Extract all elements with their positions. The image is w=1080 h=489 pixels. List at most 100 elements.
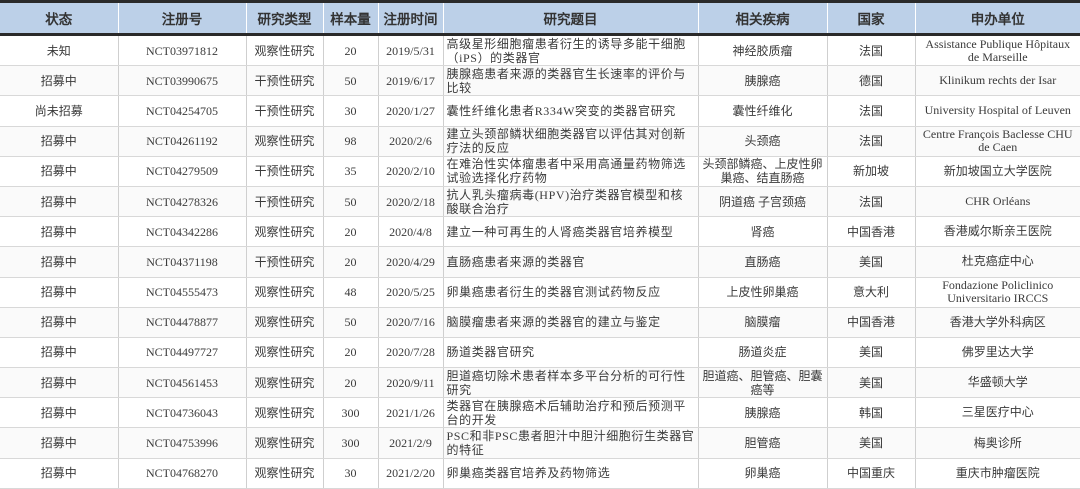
cell-status: 招募中: [0, 126, 118, 157]
cell-sample-size: 30: [322, 95, 378, 127]
cell-sponsor: 华盛顿大学: [914, 367, 1080, 399]
cell-sample-size: 20: [322, 34, 378, 67]
cell-status: 招募中: [0, 307, 118, 338]
cell-registration-date: 2020/7/16: [377, 307, 443, 338]
cell-study-title: 肠道类器官研究: [442, 337, 698, 369]
cell-sample-size: 300: [322, 397, 378, 429]
cell-study-type: 观察性研究: [245, 34, 323, 67]
cell-country: 法国: [826, 95, 915, 127]
cell-study-title: 胆道癌切除术患者样本多平台分析的可行性研究: [442, 367, 698, 399]
cell-country: 美国: [826, 427, 915, 459]
table-row: 招募中 NCT04279509 干预性研究 35 2020/2/10 在难治性实体瘤患者中…: [0, 156, 1080, 187]
table-row: 招募中 NCT04261192 观察性研究 98 2020/2/6 建立头颈部鳞状细胞类器…: [0, 126, 1080, 157]
cell-disease: 卵巢癌: [697, 458, 827, 489]
cell-study-type: 干预性研究: [245, 186, 323, 218]
cell-registration-id: NCT04278326: [117, 186, 246, 218]
table-row: 招募中 NCT04753996 观察性研究 300 2021/2/9 PSC和非PSC患者…: [0, 427, 1080, 459]
cell-sample-size: 48: [322, 277, 378, 308]
table-row: 招募中 NCT04371198 干预性研究 20 2020/4/29 直肠癌患者来源的类器…: [0, 246, 1080, 278]
cell-status: 招募中: [0, 367, 118, 399]
table-row: 招募中 NCT03990675 干预性研究 50 2019/6/17 胰腺癌患者来源的类器…: [0, 65, 1080, 97]
cell-sponsor: Centre François Baclesse CHU de Caen: [914, 126, 1080, 157]
cell-registration-id: NCT03990675: [117, 65, 246, 97]
cell-study-title: 囊性纤维化患者R334W突变的类器官研究: [442, 95, 698, 127]
cell-sample-size: 30: [322, 458, 378, 489]
cell-sponsor: Fondazione Policlinico Universitario IRC…: [914, 277, 1080, 308]
cell-disease: 阴道癌 子宫颈癌: [697, 186, 827, 218]
cell-status: 招募中: [0, 216, 118, 248]
cell-disease: 头颈癌: [697, 126, 827, 157]
table-row: 招募中 NCT04561453 观察性研究 20 2020/9/11 胆道癌切除术患者样本…: [0, 367, 1080, 399]
cell-study-title: 卵巢癌患者衍生的类器官测试药物反应: [442, 277, 698, 308]
cell-registration-id: NCT04342286: [117, 216, 246, 248]
cell-status: 尚未招募: [0, 95, 118, 127]
cell-registration-id: NCT04561453: [117, 367, 246, 399]
cell-country: 中国香港: [826, 307, 915, 338]
cell-registration-id: NCT04753996: [117, 427, 246, 459]
cell-registration-id: NCT04254705: [117, 95, 246, 127]
cell-study-title: 在难治性实体瘤患者中采用高通量药物筛选试验选择化疗药物: [442, 156, 698, 187]
cell-study-type: 干预性研究: [245, 156, 323, 187]
header-status: 状态: [0, 1, 118, 36]
cell-disease: 胆道癌、胆管癌、胆囊癌等: [697, 367, 827, 399]
cell-sponsor: Assistance Publique Hôpitaux de Marseill…: [914, 34, 1080, 67]
cell-sponsor: Klinikum rechts der Isar: [914, 65, 1080, 97]
cell-study-type: 干预性研究: [245, 95, 323, 127]
cell-sponsor: 梅奥诊所: [914, 427, 1080, 459]
cell-country: 美国: [826, 367, 915, 399]
cell-status: 招募中: [0, 246, 118, 278]
cell-country: 美国: [826, 246, 915, 278]
cell-study-title: PSC和非PSC患者胆汁中胆汁细胞衍生类器官的特征: [442, 427, 698, 459]
cell-registration-id: NCT04768270: [117, 458, 246, 489]
cell-country: 中国重庆: [826, 458, 915, 489]
table-row: 招募中 NCT04736043 观察性研究 300 2021/1/26 类器官在胰腺癌术后…: [0, 397, 1080, 429]
cell-registration-id: NCT04279509: [117, 156, 246, 187]
cell-study-type: 观察性研究: [245, 397, 323, 429]
cell-disease: 胰腺癌: [697, 397, 827, 429]
cell-study-type: 干预性研究: [245, 246, 323, 278]
table-row: 未知 NCT03971812 观察性研究 20 2019/5/31 高级星形细胞瘤患者衍生…: [0, 34, 1080, 67]
cell-sponsor: 香港大学外科病区: [914, 307, 1080, 338]
cell-disease: 上皮性卵巢癌: [697, 277, 827, 308]
cell-registration-date: 2020/4/8: [377, 216, 443, 248]
cell-study-type: 观察性研究: [245, 216, 323, 248]
cell-country: 美国: [826, 337, 915, 369]
cell-sample-size: 20: [322, 216, 378, 248]
table-row: 招募中 NCT04478877 观察性研究 50 2020/7/16 脑膜瘤患者来源的类器…: [0, 307, 1080, 338]
cell-sample-size: 20: [322, 246, 378, 278]
cell-sponsor: 杜克癌症中心: [914, 246, 1080, 278]
table-row: 招募中 NCT04555473 观察性研究 48 2020/5/25 卵巢癌患者衍生的类器…: [0, 277, 1080, 308]
cell-study-title: 直肠癌患者来源的类器官: [442, 246, 698, 278]
cell-registration-date: 2020/2/6: [377, 126, 443, 157]
table-header-row: 状态 注册号 研究类型 样本量 注册时间 研究题目 相关疾病 国家 申办单位: [0, 1, 1080, 36]
cell-study-title: 建立头颈部鳞状细胞类器官以评估其对创新疗法的反应: [442, 126, 698, 157]
table-row: 招募中 NCT04768270 观察性研究 30 2021/2/20 卵巢癌类器官培养及药…: [0, 458, 1080, 489]
cell-status: 招募中: [0, 65, 118, 97]
cell-disease: 肾癌: [697, 216, 827, 248]
cell-registration-id: NCT04736043: [117, 397, 246, 429]
cell-registration-id: NCT04497727: [117, 337, 246, 369]
cell-sample-size: 300: [322, 427, 378, 459]
cell-sample-size: 20: [322, 367, 378, 399]
cell-study-type: 观察性研究: [245, 367, 323, 399]
cell-registration-date: 2020/9/11: [377, 367, 443, 399]
cell-study-type: 观察性研究: [245, 427, 323, 459]
cell-registration-date: 2020/2/10: [377, 156, 443, 187]
cell-sponsor: 重庆市肿瘤医院: [914, 458, 1080, 489]
cell-status: 招募中: [0, 277, 118, 308]
cell-country: 意大利: [826, 277, 915, 308]
cell-registration-id: NCT04261192: [117, 126, 246, 157]
cell-disease: 直肠癌: [697, 246, 827, 278]
cell-study-title: 类器官在胰腺癌术后辅助治疗和预后预测平台的开发: [442, 397, 698, 429]
cell-sample-size: 50: [322, 307, 378, 338]
table-row: 招募中 NCT04278326 干预性研究 50 2020/2/18 抗人乳头瘤病毒(HP…: [0, 186, 1080, 218]
cell-registration-date: 2019/6/17: [377, 65, 443, 97]
cell-disease: 肠道炎症: [697, 337, 827, 369]
table-row: 招募中 NCT04342286 观察性研究 20 2020/4/8 建立一种可再生的人肾癌…: [0, 216, 1080, 248]
cell-sponsor: 三星医疗中心: [914, 397, 1080, 429]
cell-study-type: 观察性研究: [245, 126, 323, 157]
cell-study-title: 脑膜瘤患者来源的类器官的建立与鉴定: [442, 307, 698, 338]
cell-study-title: 高级星形细胞瘤患者衍生的诱导多能干细胞（iPS）的类器官: [442, 34, 698, 67]
cell-sponsor: 佛罗里达大学: [914, 337, 1080, 369]
